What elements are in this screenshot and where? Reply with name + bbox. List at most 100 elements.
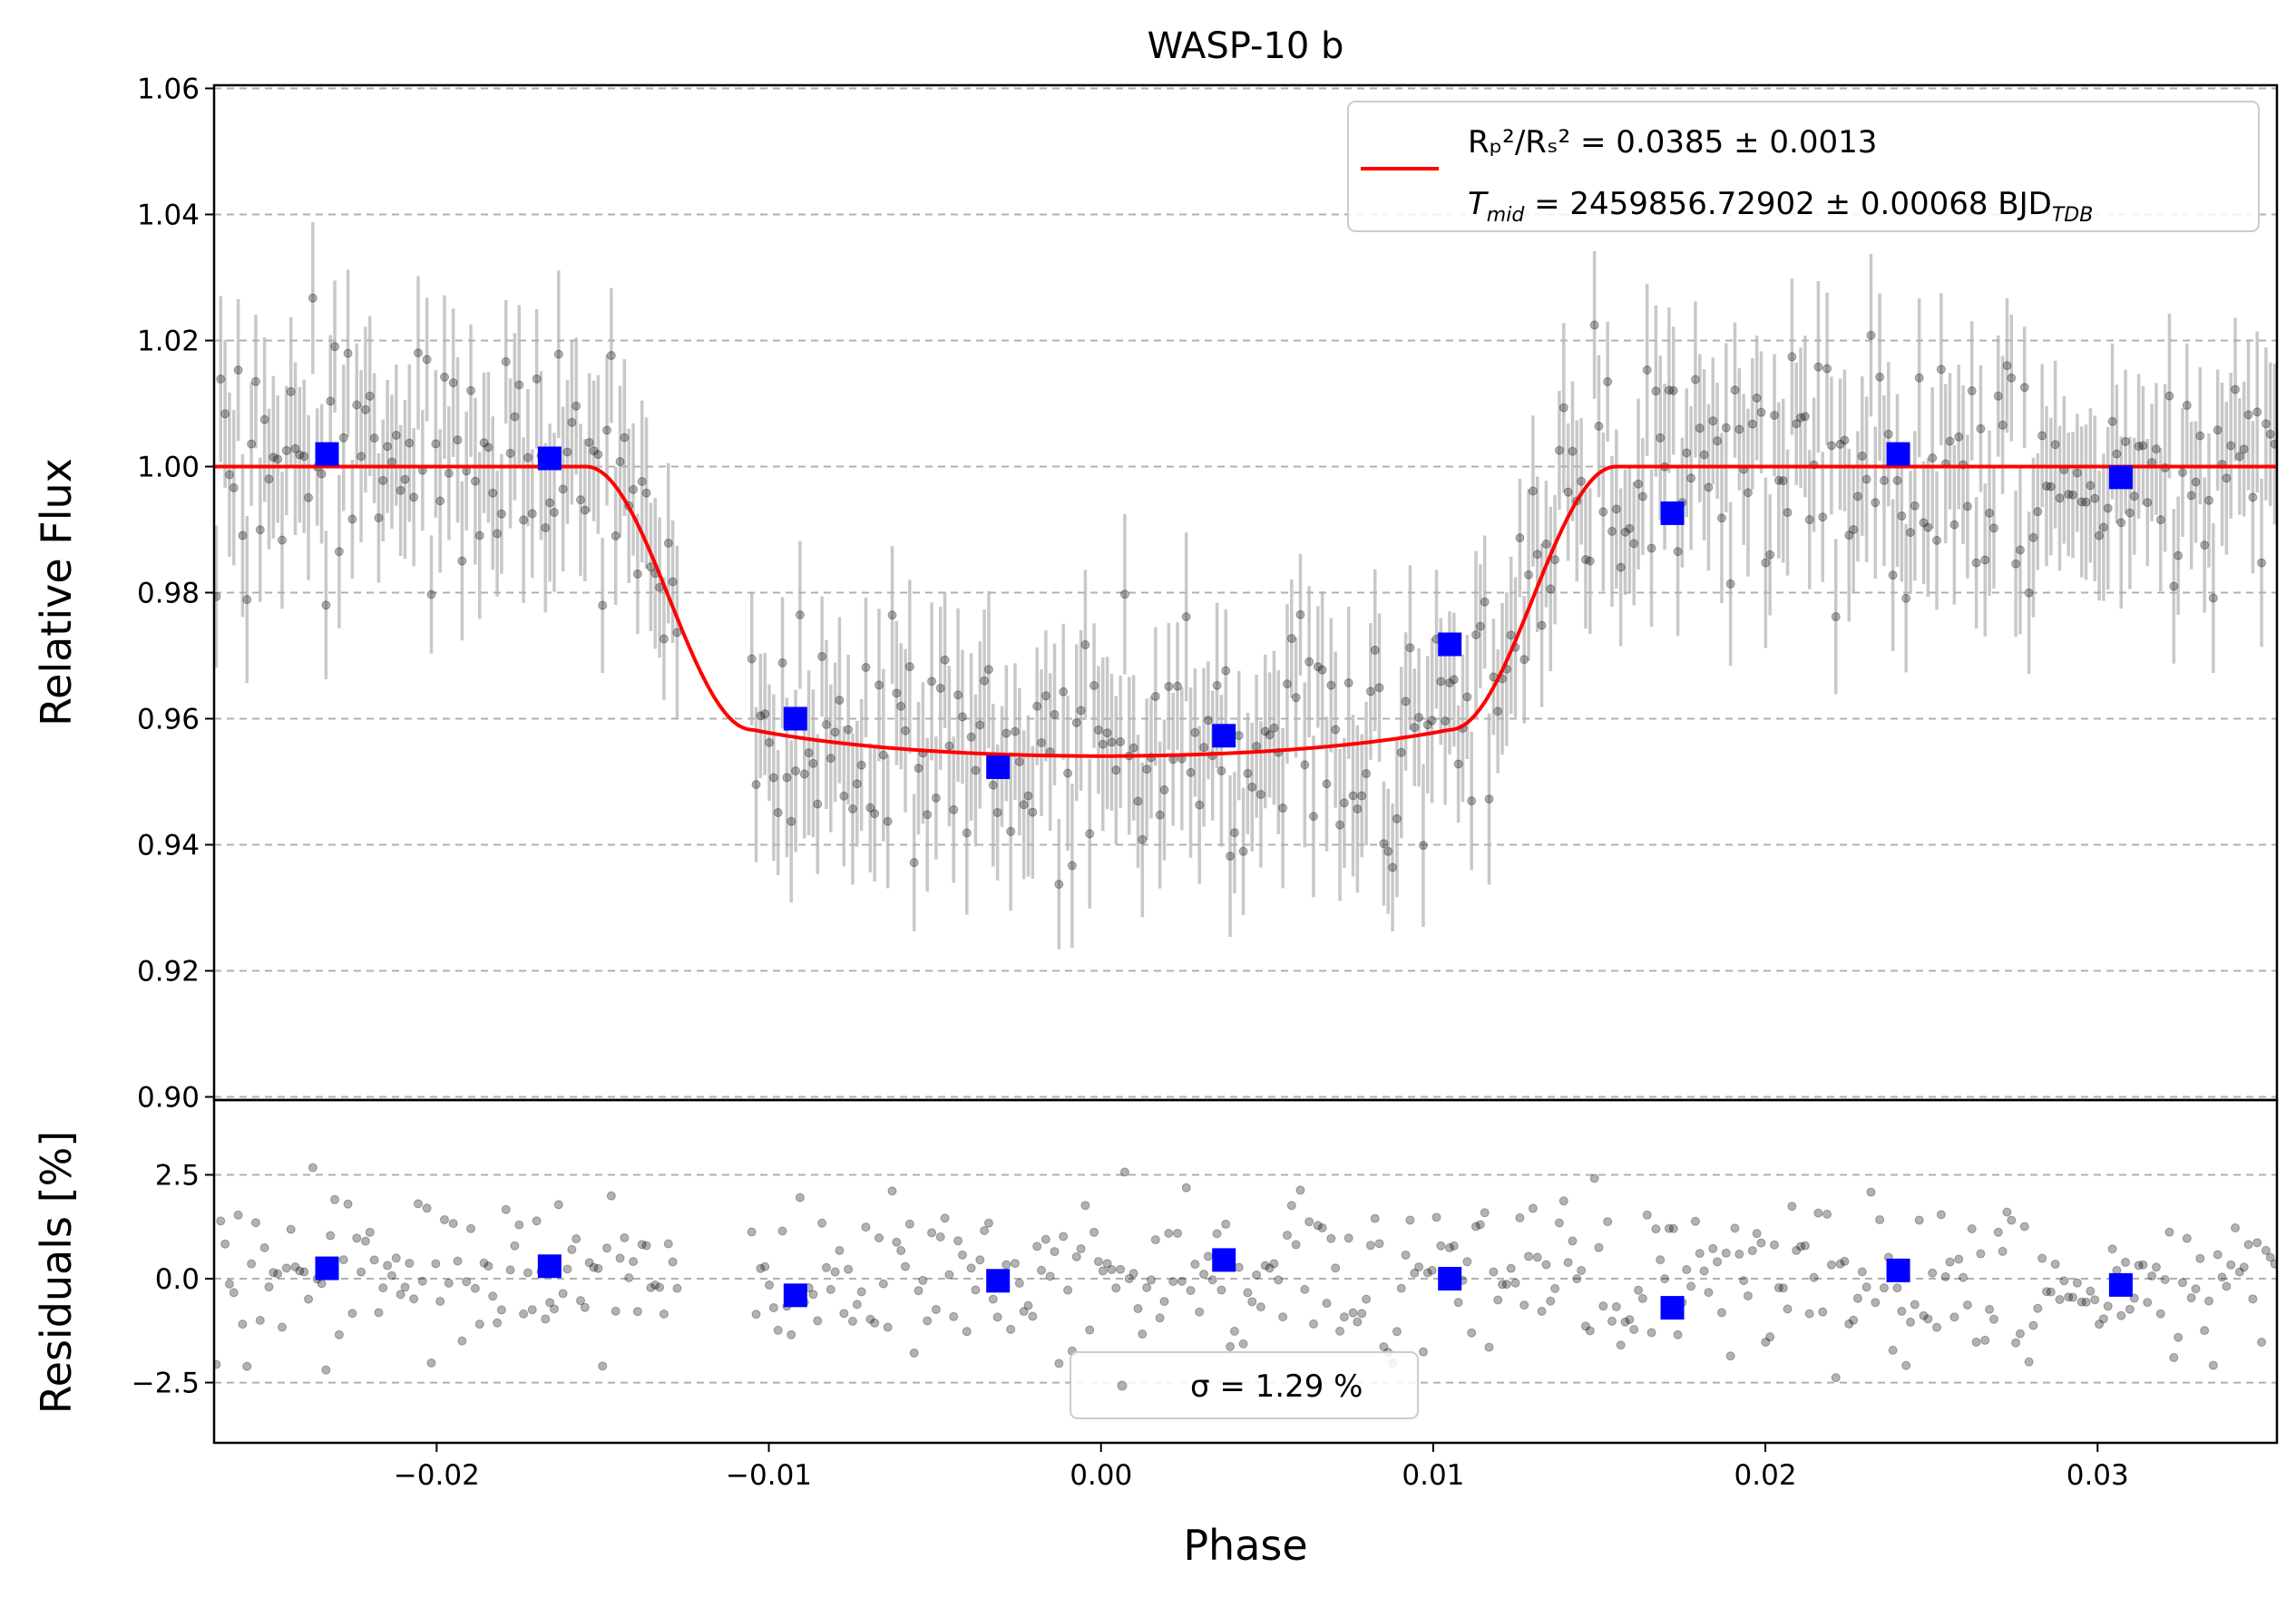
flux-point	[787, 816, 796, 826]
flux-point	[2177, 467, 2187, 477]
flux-point	[2257, 558, 2267, 568]
residual-point	[1203, 1251, 1213, 1261]
residual-point	[527, 1305, 537, 1315]
residual-point	[580, 1302, 590, 1312]
residual-point	[2059, 1276, 2069, 1286]
residual-point	[777, 1226, 787, 1236]
flux-point	[1852, 492, 1862, 501]
flux-point	[1883, 429, 1893, 439]
flux-point	[527, 509, 537, 519]
residual-point	[856, 1287, 866, 1297]
residual-point	[1164, 1228, 1174, 1238]
residual-point	[1914, 1215, 1924, 1225]
flux-point	[365, 391, 375, 401]
residual-point	[1089, 1227, 1099, 1237]
flux-point	[1484, 794, 1494, 804]
residual-point	[1716, 1308, 1726, 1318]
residual-point	[1037, 1265, 1047, 1275]
residual-point	[1146, 1275, 1156, 1285]
flux-point	[1006, 826, 1016, 836]
flux-point	[1734, 424, 1744, 434]
flux-point	[1212, 680, 1222, 690]
residual-point	[637, 1240, 647, 1250]
residual-point	[931, 1304, 941, 1314]
residual-point	[2243, 1240, 2253, 1250]
residual-point	[440, 1214, 450, 1224]
residual-point	[1682, 1265, 1692, 1275]
residual-point	[1804, 1309, 1814, 1319]
residual-point	[1611, 1301, 1621, 1311]
residual-point	[250, 1218, 260, 1228]
flux-point	[549, 508, 559, 518]
flux-point	[435, 496, 445, 506]
flux-point	[878, 750, 888, 760]
residual-point	[1980, 1335, 1990, 1345]
flux-point	[2182, 401, 2192, 411]
flux-point	[1098, 739, 1108, 749]
residual-point	[1949, 1312, 1959, 1322]
residual-point	[2121, 1257, 2131, 1267]
flux-point	[962, 828, 972, 838]
residual-point	[2200, 1326, 2210, 1336]
flux-point	[760, 709, 770, 719]
flux-point	[396, 485, 405, 495]
flux-point	[1480, 597, 1490, 607]
residual-point	[1945, 1257, 1955, 1267]
flux-point	[1037, 737, 1047, 747]
residual-point	[1006, 1324, 1016, 1334]
residual-point	[975, 1255, 985, 1265]
flux-point	[2086, 481, 2096, 491]
flux-point	[1138, 834, 1148, 844]
residual-point	[1128, 1269, 1138, 1279]
flux-point	[1107, 737, 1117, 747]
flux-point	[514, 380, 524, 390]
residual-point	[1699, 1266, 1709, 1276]
flux-point	[1164, 681, 1174, 691]
residual-point	[299, 1267, 309, 1277]
flux-point	[1401, 696, 1411, 706]
residual-point	[259, 1242, 269, 1252]
bottom-axes-frame	[212, 1098, 2279, 1445]
flux-point	[259, 414, 269, 424]
residual-point	[1019, 1307, 1029, 1317]
residual-point	[1572, 1274, 1582, 1284]
residual-point	[400, 1282, 410, 1292]
residual-point	[1580, 1321, 1590, 1331]
residual-point	[224, 1279, 234, 1289]
residual-point	[435, 1296, 445, 1306]
flux-point	[1467, 796, 1477, 806]
residual-point	[330, 1194, 340, 1204]
residual-point	[2204, 1296, 2214, 1306]
flux-point	[1116, 737, 1126, 747]
residual-point	[1616, 1340, 1626, 1350]
flux-point	[2125, 508, 2135, 518]
flux-point	[1849, 524, 1859, 534]
flux-point	[935, 683, 945, 693]
residual-point	[1054, 1358, 1064, 1368]
residual-point	[1216, 1285, 1226, 1295]
flux-point	[1919, 518, 1929, 528]
flux-point	[2261, 419, 2271, 429]
flux-point	[1119, 589, 1129, 599]
flux-point	[357, 452, 366, 462]
residual-point	[1818, 1307, 1828, 1317]
residual-point	[1761, 1337, 1771, 1347]
flux-point	[1255, 789, 1265, 799]
flux-point	[1756, 407, 1766, 417]
flux-point	[756, 711, 766, 721]
residual-point	[2081, 1297, 2091, 1307]
flux-point	[2103, 503, 2113, 513]
binned-flux-points	[315, 442, 2133, 780]
flux-point	[1792, 419, 1802, 429]
residual-point	[2182, 1233, 2192, 1243]
residual-point	[1076, 1243, 1086, 1253]
residual-point	[575, 1296, 585, 1306]
flux-point	[1322, 779, 1332, 789]
flux-point	[1892, 475, 1902, 485]
flux-point	[1229, 828, 1239, 838]
residual-point	[1150, 1235, 1160, 1245]
flux-point	[519, 515, 529, 525]
residual-point	[1506, 1263, 1516, 1273]
flux-point	[1550, 555, 1560, 565]
